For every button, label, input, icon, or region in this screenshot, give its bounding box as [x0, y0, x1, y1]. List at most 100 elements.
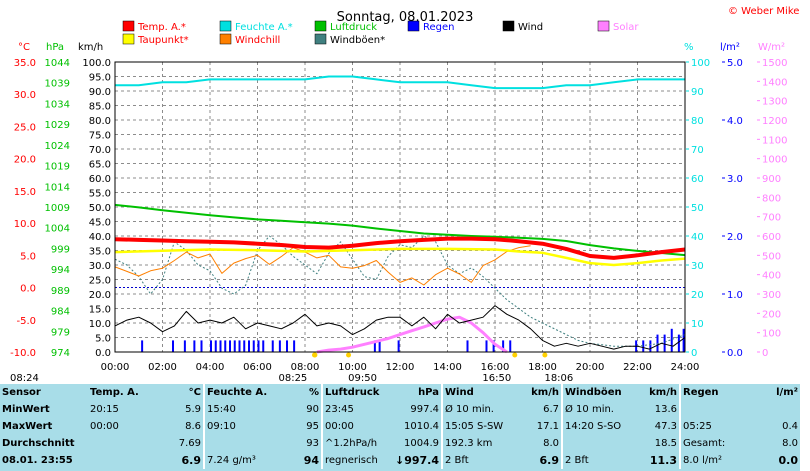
statistics-panel: Sensor Temp. A. °C Feuchte A.% Luftdruck hPa W…	[0, 384, 800, 471]
axis-tick-wind: 85.0	[89, 102, 111, 113]
rain-bar	[219, 340, 222, 352]
sun-event-time: 18:06	[544, 373, 573, 384]
rain-bar	[642, 340, 645, 352]
series-lines	[114, 75, 686, 354]
stats-cell: 08.01. 23:55	[2, 455, 73, 466]
grid	[115, 62, 685, 352]
stats-cell: 90	[306, 404, 319, 415]
axis-tick-pressure: 989	[51, 286, 70, 297]
axis-units: °C hPa km/h% l/m² W/m²	[18, 42, 785, 53]
stats-cell: 17.1	[536, 421, 559, 432]
rain-bar	[252, 340, 255, 352]
stats-cell: regnerisch	[321, 452, 388, 469]
rain-bar	[257, 340, 260, 352]
axis-tick-solar: 1300	[762, 97, 787, 108]
rain-bar	[677, 334, 680, 352]
stats-header-cell: km/h	[531, 387, 559, 398]
axis-tick-wind: 65.0	[89, 160, 111, 171]
axis-tick-rain: 3.0	[727, 174, 743, 185]
axis-tick-humidity: 60	[691, 174, 704, 185]
stats-header-row: Sensor Temp. A. °C Feuchte A.% Luftdruck hPa W…	[0, 384, 800, 401]
stats-cell: 5.9	[185, 404, 201, 415]
rain-bar	[509, 340, 512, 352]
series-line-temp-a	[114, 236, 686, 260]
stats-header-cell: Regen	[679, 384, 754, 401]
stats-cell: 00:00	[90, 421, 119, 432]
stats-header-cell: l/m²	[776, 387, 798, 398]
axis-tick-solar: 700	[762, 213, 781, 224]
sun-marker	[512, 352, 518, 358]
stats-cell: 0.0	[778, 454, 799, 467]
stats-cell: ↓997.4	[394, 454, 439, 467]
legend: Temp. A.* Feuchte A.* Luftdruck Regen Wind So…	[122, 20, 639, 46]
rain-bar	[397, 340, 400, 352]
series-line-taupunkt	[114, 247, 686, 267]
axis-tick-solar: 900	[762, 174, 781, 185]
rain-bar	[210, 340, 212, 352]
axis-tick-pressure: 999	[51, 244, 70, 255]
rain-bar	[293, 340, 296, 352]
stats-cell: 23:45	[321, 401, 388, 418]
axis-tick-temp: 25.0	[14, 122, 36, 133]
stats-cell	[88, 452, 146, 469]
rain-bar	[485, 340, 488, 352]
axis-tick-solar: 600	[762, 232, 781, 243]
stats-cell: 47.3	[654, 421, 677, 432]
axis-tick-solar: 1200	[762, 116, 787, 127]
legend-swatch	[314, 33, 327, 45]
rain-bar	[214, 340, 217, 352]
rain-bar	[141, 340, 144, 352]
legend-label: Windchill	[235, 35, 280, 46]
legend-label: Regen	[423, 22, 455, 33]
axis-tick-solar: 1400	[762, 77, 787, 88]
x-tick-label: 02:00	[148, 362, 177, 373]
axis-tick-pressure: 1004	[45, 224, 70, 235]
legend-label: Windböen*	[330, 35, 385, 46]
axis-tick-humidity: 70	[691, 145, 704, 156]
axis-tick-pressure: 1019	[45, 162, 70, 173]
rain-bar	[278, 340, 281, 352]
legend-swatch	[407, 20, 420, 32]
x-tick-label: 16:00	[481, 362, 510, 373]
stats-cell: 20:15	[90, 404, 119, 415]
axis-unit-temp: °C	[18, 42, 30, 53]
sun-marker	[312, 352, 318, 358]
legend-swatch	[219, 33, 232, 45]
stats-header-cell: Feuchte A.	[203, 384, 272, 401]
axis-unit-solar: W/m²	[758, 42, 785, 53]
stats-cell: 15:05 S-SW	[441, 418, 522, 435]
axis-tick-temp: 15.0	[14, 187, 36, 198]
axis-tick-humidity: 0	[691, 348, 697, 359]
axis-tick-wind: 50.0	[89, 203, 111, 214]
stats-cell: 14:20 S-SO	[561, 418, 638, 435]
legend-label: Wind	[518, 22, 543, 33]
legend-swatch	[502, 20, 515, 32]
rain-bar	[649, 340, 652, 352]
axis-tick-humidity: 10	[691, 319, 704, 330]
series-line-feuchte-a	[115, 75, 685, 90]
x-tick-label: 14:00	[433, 362, 462, 373]
legend-swatch	[597, 20, 610, 32]
stats-cell: 18.5	[654, 438, 677, 449]
axis-tick-temp: 0.0	[20, 284, 36, 295]
stats-cell	[754, 401, 800, 418]
rain-bar	[466, 340, 469, 352]
axis-tick-pressure: 1014	[45, 182, 70, 193]
stats-cell: Gesamt:	[679, 435, 754, 452]
rain-bar	[233, 340, 236, 352]
series-line-windb-en	[114, 235, 686, 347]
axis-tick-pressure: 1044	[45, 58, 70, 69]
plot-frame	[114, 61, 686, 353]
rain-bar	[238, 340, 241, 352]
x-tick-label: 10:00	[338, 362, 367, 373]
stats-header-cell: %	[308, 387, 319, 398]
axis-tick-pressure: 974	[51, 348, 70, 359]
axis-tick-wind: 5.0	[95, 334, 111, 345]
rain-bars	[141, 328, 685, 352]
rain-bar	[378, 340, 381, 352]
axis-tick-pressure: 1034	[45, 99, 70, 110]
stats-cell: MaxWert	[2, 421, 53, 432]
sun-event-time: 08:24	[10, 373, 39, 384]
rain-bar	[663, 334, 666, 352]
stats-cell: 7.69	[178, 438, 201, 449]
